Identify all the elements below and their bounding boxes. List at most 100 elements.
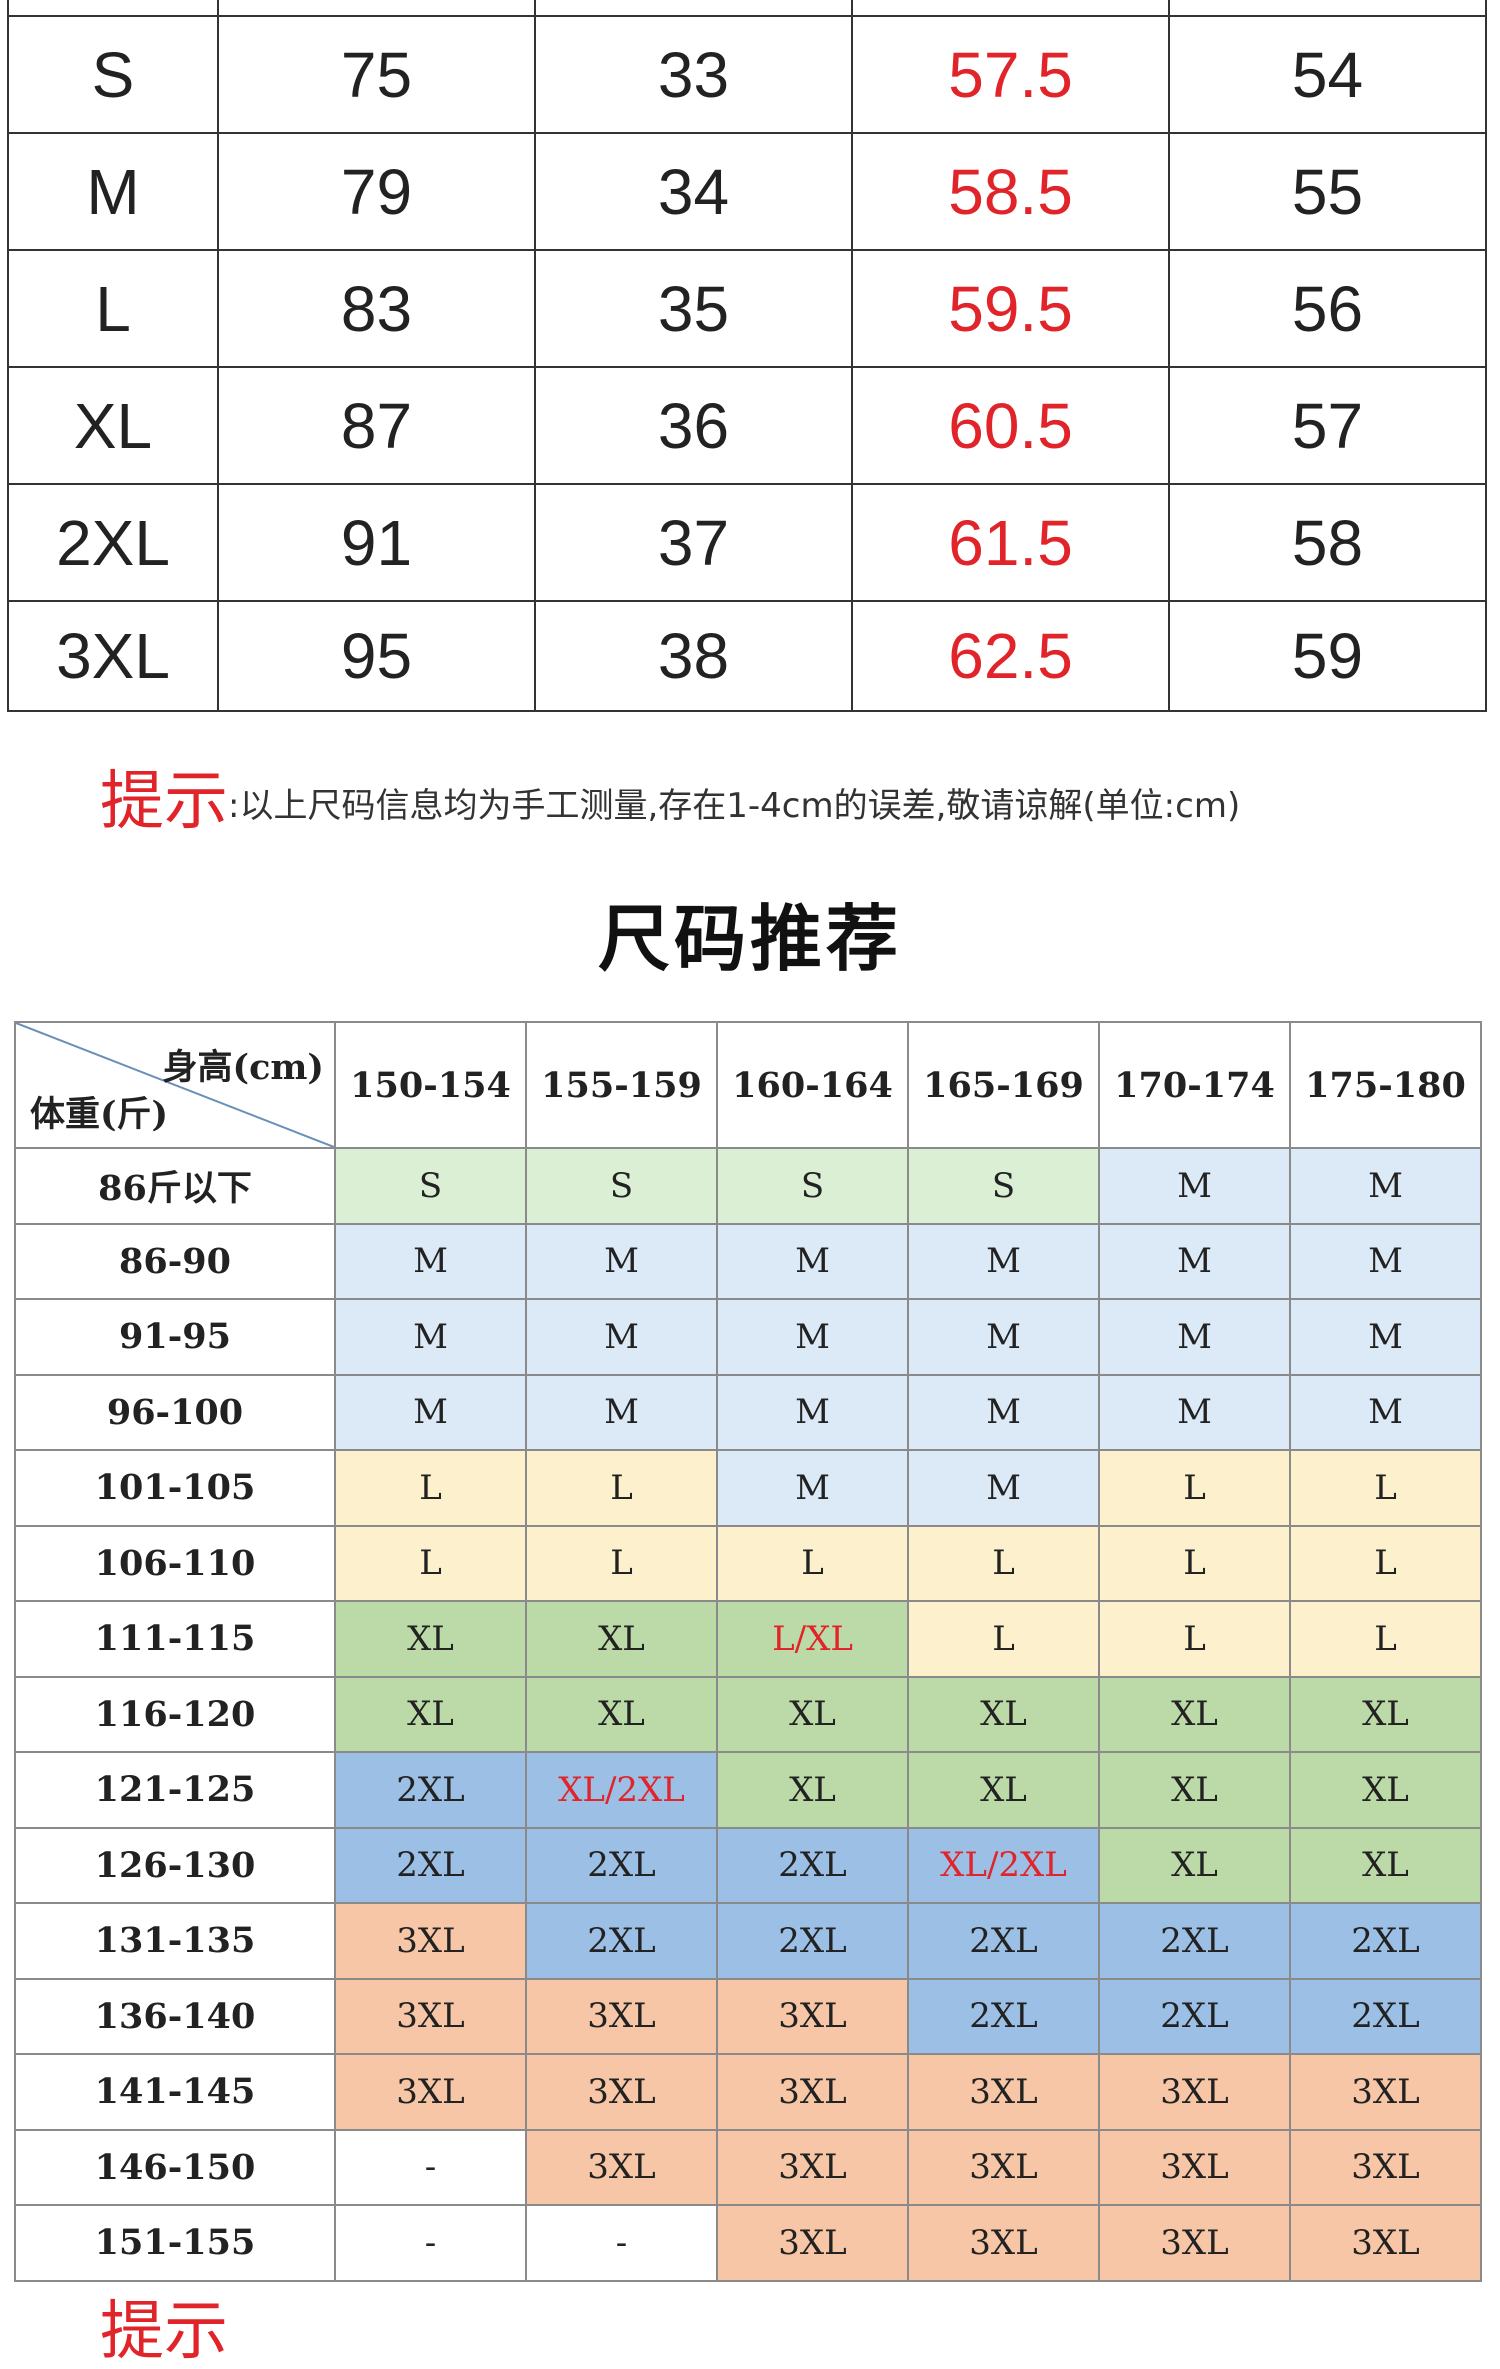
- weight-row: 116-120 XL XL XL XL XL XL: [14, 1675, 1482, 1753]
- measurement-cell: 57.5: [851, 15, 1170, 134]
- measurement-cell: 59.5: [851, 249, 1170, 368]
- size-recommendation-cell: XL/2XL: [525, 1751, 718, 1829]
- size-recommendation-cell: 3XL: [525, 2053, 718, 2131]
- measurement-row: 2XL 91 37 61.5 58: [7, 483, 1487, 602]
- weight-row: 101-105 L L M M L L: [14, 1449, 1482, 1527]
- size-recommendation-cell: 3XL: [907, 2128, 1100, 2206]
- size-recommendation-cell: M: [907, 1222, 1100, 1300]
- size-recommendation-cell: 3XL: [1289, 2204, 1482, 2282]
- size-recommendation-cell: XL/2XL: [907, 1826, 1100, 1904]
- size-recommendation-cell: 3XL: [716, 2128, 909, 2206]
- size-recommendation-cell: M: [525, 1298, 718, 1376]
- size-recommendation-cell: 2XL: [1289, 1902, 1482, 1980]
- size-recommendation-cell: 2XL: [525, 1826, 718, 1904]
- size-cell: M: [7, 132, 219, 251]
- size-recommendation-cell: L: [716, 1524, 909, 1602]
- measurement-cell: 75: [217, 15, 536, 134]
- height-range-header: 170-174: [1098, 1021, 1291, 1149]
- size-recommendation-cell: 3XL: [716, 2204, 909, 2282]
- size-recommendation-cell: 2XL: [1098, 1977, 1291, 2055]
- recommendation-title: 尺码推荐: [597, 897, 902, 981]
- size-recommendation-cell: XL: [525, 1675, 718, 1753]
- bottom-tip-label: 提示: [100, 2295, 228, 2369]
- size-recommendation-cell: XL: [1289, 1675, 1482, 1753]
- size-recommendation-cell: M: [716, 1373, 909, 1451]
- measurement-cell: 87: [217, 366, 536, 485]
- size-recommendation-cell: S: [716, 1147, 909, 1225]
- tip-label: 提示: [100, 765, 228, 839]
- size-recommendation-cell: M: [1098, 1298, 1291, 1376]
- weight-row: 131-135 3XL 2XL 2XL 2XL 2XL 2XL: [14, 1902, 1482, 1980]
- size-recommendation-cell: L: [525, 1524, 718, 1602]
- measurement-row: L 83 35 59.5 56: [7, 249, 1487, 368]
- size-recommendation-cell: 3XL: [907, 2204, 1100, 2282]
- measurement-cell: 61.5: [851, 483, 1170, 602]
- weight-range-cell: 116-120: [14, 1675, 336, 1753]
- size-recommendation-cell: XL: [1289, 1826, 1482, 1904]
- size-cell: 3XL: [7, 600, 219, 712]
- height-range-header: 160-164: [716, 1021, 909, 1149]
- height-range-header: 165-169: [907, 1021, 1100, 1149]
- measurement-cell: 79: [217, 132, 536, 251]
- size-recommendation-cell: 3XL: [525, 2128, 718, 2206]
- measurement-cell: 36: [534, 366, 853, 485]
- size-recommendation-cell: L: [1098, 1524, 1291, 1602]
- size-recommendation-cell: XL: [1098, 1826, 1291, 1904]
- weight-row: 91-95 M M M M M M: [14, 1298, 1482, 1376]
- weight-row: 96-100 M M M M M M: [14, 1373, 1482, 1451]
- weight-row: 151-155- -3XL 3XL 3XL 3XL: [14, 2204, 1482, 2282]
- size-recommendation-cell: L: [334, 1449, 527, 1527]
- size-recommendation-cell: 3XL: [525, 1977, 718, 2055]
- measurement-cell: 35: [534, 249, 853, 368]
- size-recommendation-cell: M: [334, 1222, 527, 1300]
- size-recommendation-cell: 2XL: [334, 1751, 527, 1829]
- size-recommendation-cell: S: [525, 1147, 718, 1225]
- size-recommendation-cell: M: [525, 1373, 718, 1451]
- size-recommendation-cell: XL: [716, 1675, 909, 1753]
- size-recommendation-cell: 2XL: [525, 1902, 718, 1980]
- measurement-row: 3XL 95 38 62.5 59: [7, 600, 1487, 712]
- size-recommendation-cell: M: [1289, 1298, 1482, 1376]
- size-recommendation-cell: M: [907, 1449, 1100, 1527]
- size-recommendation-cell: L/XL: [716, 1600, 909, 1678]
- weight-range-cell: 121-125: [14, 1751, 336, 1829]
- measurement-cell: 58: [1168, 483, 1487, 602]
- size-recommendation-cell: 2XL: [907, 1977, 1100, 2055]
- size-recommendation-cell: M: [334, 1298, 527, 1376]
- weight-range-cell: 131-135: [14, 1902, 336, 1980]
- weight-range-cell: 141-145: [14, 2053, 336, 2131]
- tip-text: :以上尺码信息均为手工测量,存在1-4cm的误差,敬请谅解(单位:cm): [228, 786, 1241, 826]
- size-recommendation-cell: 3XL: [334, 2053, 527, 2131]
- size-recommendation-cell: 3XL: [1098, 2204, 1291, 2282]
- measurement-cell: 34: [534, 132, 853, 251]
- weight-range-cell: 86-90: [14, 1222, 336, 1300]
- size-recommendation-cell: L: [525, 1449, 718, 1527]
- size-recommendation-cell: 2XL: [1098, 1902, 1291, 1980]
- measurement-cell: 55: [1168, 132, 1487, 251]
- size-recommendation-cell: 3XL: [1289, 2053, 1482, 2131]
- size-recommendation-cell: -: [334, 2128, 527, 2206]
- measurement-cell: 95: [217, 600, 536, 712]
- weight-row: 106-110 L L L L L L: [14, 1524, 1482, 1602]
- size-recommendation-cell: M: [525, 1222, 718, 1300]
- weight-row: 86-90 M M M M M M: [14, 1222, 1482, 1300]
- measurement-cell: 57: [1168, 366, 1487, 485]
- size-recommendation-cell: 3XL: [334, 1902, 527, 1980]
- height-range-header: 155-159: [525, 1021, 718, 1149]
- size-recommendation-cell: L: [1289, 1600, 1482, 1678]
- size-recommendation-cell: S: [334, 1147, 527, 1225]
- size-recommendation-cell: M: [907, 1373, 1100, 1451]
- measurement-cell: 54: [1168, 15, 1487, 134]
- size-recommendation-cell: M: [1289, 1147, 1482, 1225]
- size-recommendation-cell: M: [716, 1449, 909, 1527]
- size-recommendation-cell: 2XL: [334, 1826, 527, 1904]
- weight-range-cell: 86斤以下: [14, 1147, 336, 1225]
- weight-row: 141-145 3XL 3XL 3XL 3XL 3XL 3XL: [14, 2053, 1482, 2131]
- measurement-cell: 62.5: [851, 600, 1170, 712]
- size-recommendation-cell: XL: [907, 1675, 1100, 1753]
- size-cell: XL: [7, 366, 219, 485]
- weight-row: 126-130 2XL 2XL 2XL XL/2XL XL XL: [14, 1826, 1482, 1904]
- weight-row: 111-115 XL XL L/XL L L L: [14, 1600, 1482, 1678]
- size-recommendation-cell: 2XL: [716, 1826, 909, 1904]
- weight-range-cell: 126-130: [14, 1826, 336, 1904]
